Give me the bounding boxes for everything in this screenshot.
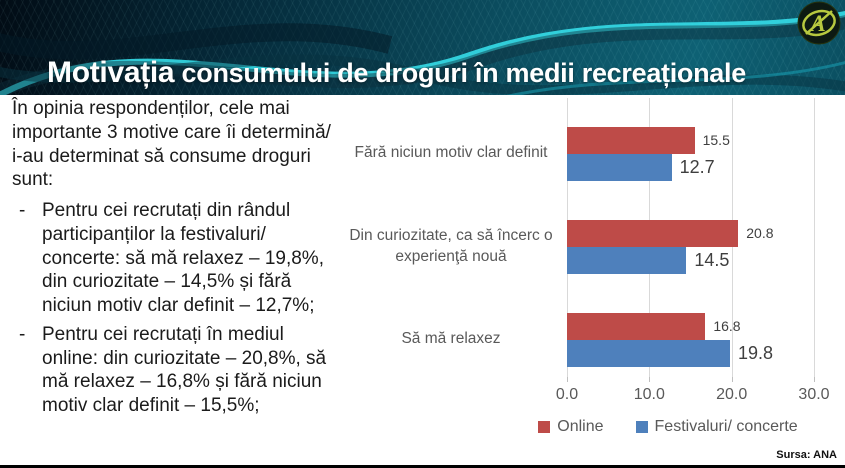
header-banner: A Motivația consumului de droguri în med… xyxy=(0,0,845,95)
bullet-item-festivals: - Pentru cei recrutați din rândul partic… xyxy=(12,199,338,318)
legend-label: Festivaluri/ concerte xyxy=(654,418,798,435)
data-label: 19.8 xyxy=(738,342,774,363)
chart-legend: Online Festivaluri/ concerte xyxy=(488,418,845,436)
data-label: 16.8 xyxy=(713,317,741,334)
x-axis-tick-label: 10.0 xyxy=(633,386,665,403)
intro-paragraph: În opinia respondenților, cele mai impor… xyxy=(12,98,331,191)
x-axis-tick-label: 30.0 xyxy=(798,386,830,403)
legend-swatch xyxy=(635,421,648,433)
bar-festivaluri-concerte xyxy=(567,246,687,274)
data-label: 20.8 xyxy=(746,224,774,241)
category-label: Din curiozitate, ca să încerc o experien… xyxy=(349,226,553,265)
bullet-item-online: - Pentru cei recrutați în mediul online:… xyxy=(12,323,338,418)
data-label: 12.7 xyxy=(679,156,715,177)
axis-tick-mark xyxy=(731,377,733,382)
header-wave-decoration xyxy=(0,10,845,95)
category-label: Să mă relaxez xyxy=(401,330,501,348)
slide-title-emphasis: Motivația xyxy=(47,56,175,89)
bar-online xyxy=(567,312,706,340)
bar-festivaluri-concerte xyxy=(567,153,672,181)
axis-tick-mark xyxy=(814,377,815,382)
slide-title: Motivația consumului de droguri în medii… xyxy=(47,56,746,90)
bottom-border xyxy=(0,465,845,468)
bar-chart: 0.0 10.0 20.0 30.0 Fără niciun motiv clar de… xyxy=(338,98,845,446)
data-label: 15.5 xyxy=(702,131,730,148)
bar-online xyxy=(567,126,695,154)
axis-tick-mark xyxy=(567,377,568,382)
x-axis-tick-label: 20.0 xyxy=(716,386,748,403)
legend-label: Online xyxy=(557,418,604,435)
bullet-text: Pentru cei recrutați din rândul particip… xyxy=(42,200,324,316)
legend-item: Online xyxy=(538,418,604,436)
legend-swatch xyxy=(538,421,551,433)
bar-festivaluri-concerte xyxy=(567,339,731,367)
bullet-marker: - xyxy=(19,323,26,345)
bar-online xyxy=(567,219,739,247)
ana-logo: A xyxy=(797,1,841,45)
source-note: Sursa: ANA xyxy=(776,449,837,461)
chart-gridline xyxy=(814,98,815,377)
summary-text-panel: În opinia respondenților, cele mai impor… xyxy=(12,97,338,418)
category-label: Fără niciun motiv clar definit xyxy=(354,144,548,162)
legend-item: Festivaluri/ concerte xyxy=(635,418,798,436)
data-label: 14.5 xyxy=(694,249,730,270)
slide-title-rest: consumului de droguri în medii recreațio… xyxy=(174,58,747,88)
bullet-marker: - xyxy=(19,200,26,221)
axis-tick-mark xyxy=(649,377,651,382)
bullet-text: Pentru cei recrutați în mediul online: d… xyxy=(42,323,327,416)
x-axis-tick-label: 0.0 xyxy=(555,386,579,403)
